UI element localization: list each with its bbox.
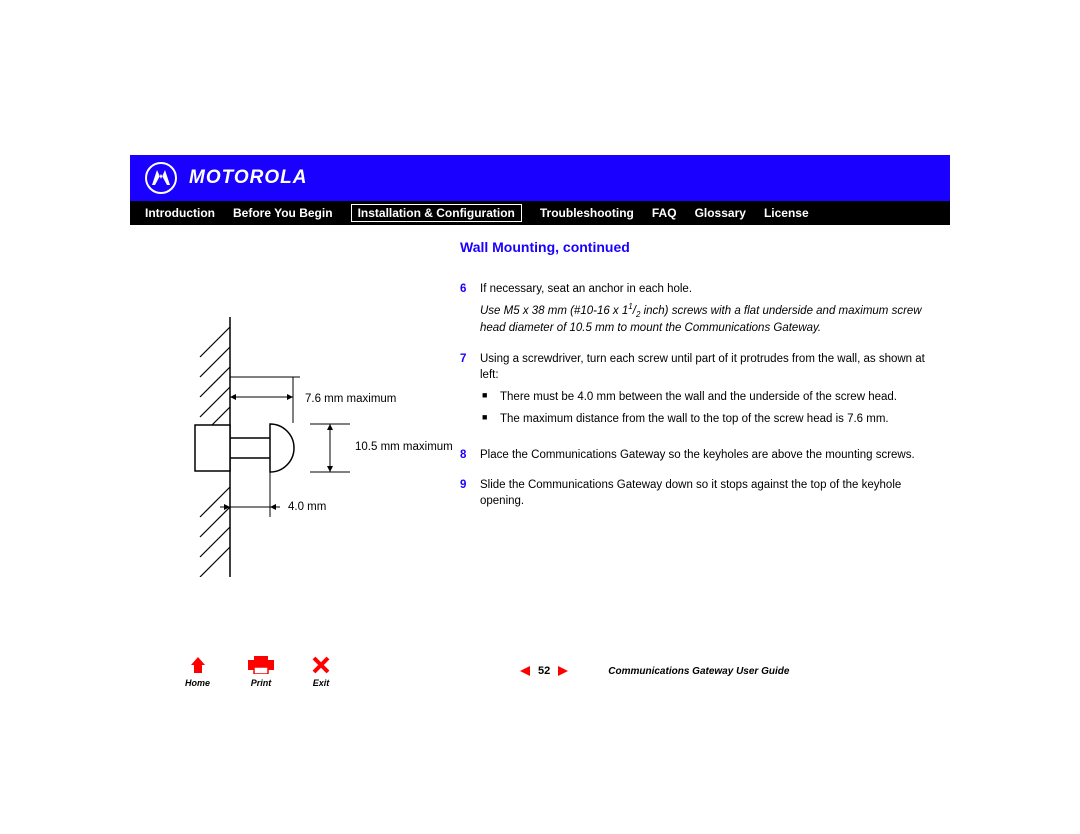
exit-button[interactable]: Exit	[312, 654, 330, 688]
nav-installation-configuration[interactable]: Installation & Configuration	[351, 204, 522, 222]
step-text: If necessary, seat an anchor in each hol…	[480, 283, 692, 295]
step-6: 6 If necessary, seat an anchor in each h…	[460, 281, 930, 337]
diagram-label-top: 7.6 mm maximum	[305, 393, 396, 405]
brand-wordmark: MOTOROLA	[189, 167, 307, 189]
bullet-icon: ■	[480, 389, 500, 405]
bullet-text: The maximum distance from the wall to th…	[500, 411, 889, 427]
page-nav: 52	[520, 665, 568, 677]
list-item: ■ There must be 4.0 mm between the wall …	[480, 389, 930, 405]
nav-troubleshooting[interactable]: Troubleshooting	[540, 206, 634, 220]
motorola-logo-icon	[145, 162, 177, 194]
bullet-text: There must be 4.0 mm between the wall an…	[500, 389, 897, 405]
prev-page-icon[interactable]	[520, 666, 530, 676]
step-body: Using a screwdriver, turn each screw unt…	[480, 351, 930, 433]
diagram-column: 7.6 mm maximum 10.5 mm maximum 4.0 mm	[150, 281, 460, 523]
bullet-icon: ■	[480, 411, 500, 427]
content-area: Wall Mounting, continued	[130, 225, 950, 523]
print-button[interactable]: Print	[248, 654, 274, 688]
body-row: 7.6 mm maximum 10.5 mm maximum 4.0 mm 6 …	[150, 281, 930, 523]
next-page-icon[interactable]	[558, 666, 568, 676]
step-9: 9 Slide the Communications Gateway down …	[460, 477, 930, 509]
nav-license[interactable]: License	[764, 206, 809, 220]
home-label: Home	[185, 678, 210, 688]
batwing-icon	[150, 167, 172, 189]
exit-icon	[312, 654, 330, 676]
step-body: Place the Communications Gateway so the …	[480, 447, 930, 463]
step-text: Place the Communications Gateway so the …	[480, 449, 915, 461]
step-text: Using a screwdriver, turn each screw unt…	[480, 353, 925, 381]
step-8: 8 Place the Communications Gateway so th…	[460, 447, 930, 463]
print-label: Print	[251, 678, 272, 688]
nav-glossary[interactable]: Glossary	[695, 206, 746, 220]
step-text: Slide the Communications Gateway down so…	[480, 479, 901, 507]
guide-title: Communications Gateway User Guide	[608, 666, 789, 677]
step-number: 9	[460, 477, 480, 509]
nav-faq[interactable]: FAQ	[652, 206, 677, 220]
step-body: Slide the Communications Gateway down so…	[480, 477, 930, 509]
bullet-list: ■ There must be 4.0 mm between the wall …	[480, 389, 930, 427]
step-number: 8	[460, 447, 480, 463]
step-number: 7	[460, 351, 480, 433]
nav-introduction[interactable]: Introduction	[145, 206, 215, 220]
step-7: 7 Using a screwdriver, turn each screw u…	[460, 351, 930, 433]
list-item: ■ The maximum distance from the wall to …	[480, 411, 930, 427]
header-bar: MOTOROLA	[130, 155, 950, 201]
instructions-column: 6 If necessary, seat an anchor in each h…	[460, 281, 930, 523]
nav-bar: Introduction Before You Begin Installati…	[130, 201, 950, 225]
print-icon	[248, 654, 274, 676]
home-button[interactable]: Home	[185, 654, 210, 688]
footer-icons: Home Print Exit	[185, 654, 330, 688]
footer: Home Print Exit 52	[130, 654, 950, 688]
nav-before-you-begin[interactable]: Before You Begin	[233, 206, 333, 220]
step-number: 6	[460, 281, 480, 337]
exit-label: Exit	[313, 678, 330, 688]
page-number: 52	[538, 665, 550, 677]
step-note: Use M5 x 38 mm (#10-16 x 11/2 inch) scre…	[480, 301, 930, 336]
home-icon	[185, 654, 210, 676]
diagram-label-mid: 10.5 mm maximum	[355, 441, 453, 453]
page: MOTOROLA Introduction Before You Begin I…	[130, 155, 950, 523]
step-body: If necessary, seat an anchor in each hol…	[480, 281, 930, 337]
diagram-label-bot: 4.0 mm	[288, 501, 326, 513]
section-title: Wall Mounting, continued	[460, 239, 930, 255]
